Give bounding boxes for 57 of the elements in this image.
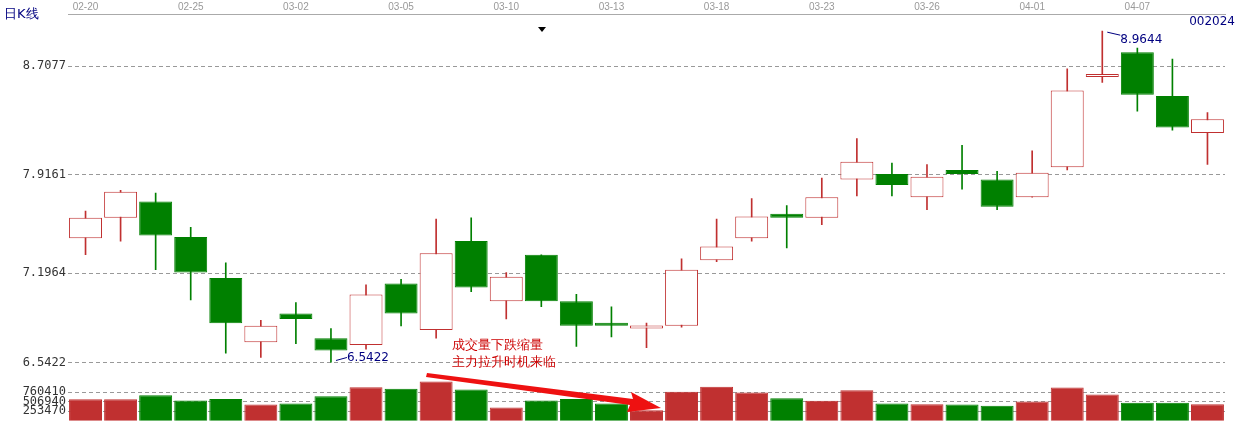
- bar: [489, 407, 523, 421]
- x-tick-label: 02-25: [177, 0, 204, 12]
- bar: [630, 410, 663, 421]
- candlestick: [770, 205, 804, 249]
- bar: [419, 381, 453, 421]
- chart-title: 日K线: [4, 5, 39, 21]
- y-tick-label: 6.5422: [22, 354, 66, 369]
- bar: [735, 392, 769, 421]
- bar: [1015, 401, 1049, 421]
- bar: [384, 388, 418, 421]
- bar: [349, 387, 383, 421]
- bar: [1190, 404, 1224, 421]
- bar: [1155, 402, 1189, 421]
- bar: [700, 386, 734, 421]
- chart-subtitle: 002024: [1189, 14, 1235, 29]
- bar: [69, 399, 103, 421]
- x-tick-label: 03-23: [809, 0, 836, 12]
- bar: [1120, 402, 1154, 421]
- annotation: 成交量下跌缩量: [452, 336, 543, 353]
- bar: [665, 391, 699, 421]
- x-tick-label: 03-26: [914, 0, 941, 12]
- x-tick-label: 03-10: [493, 0, 520, 12]
- bar: [454, 389, 488, 421]
- bar: [770, 398, 804, 421]
- x-tick-label: 03-18: [703, 0, 730, 12]
- bar: [209, 398, 243, 421]
- x-tick-label: 04-07: [1124, 0, 1151, 12]
- annotation: 主力拉升时机来临: [452, 353, 556, 370]
- bar: [174, 400, 208, 421]
- y-tick-label: 8.7077: [22, 58, 66, 73]
- bar: [244, 404, 278, 421]
- bar: [910, 404, 944, 421]
- annotation: 8.9644: [1120, 32, 1163, 47]
- x-tick-label: 03-02: [283, 0, 310, 12]
- x-tick-label: 02-20: [72, 0, 99, 12]
- bar: [980, 405, 1014, 421]
- bar: [945, 404, 979, 421]
- y-tick-label: 7.9161: [22, 166, 66, 181]
- bar: [559, 398, 593, 421]
- x-tick-label: 03-13: [598, 0, 625, 12]
- bar: [594, 403, 628, 421]
- bar: [524, 400, 558, 421]
- bar: [1050, 387, 1084, 421]
- bar: [805, 400, 839, 421]
- y-tick-label: 7.1964: [22, 265, 66, 280]
- bar: [1085, 394, 1119, 421]
- candlestick: [945, 144, 979, 190]
- bar: [104, 399, 138, 421]
- bar: [840, 390, 874, 421]
- bar: [279, 403, 313, 421]
- x-tick-label: 04-01: [1019, 0, 1046, 12]
- bar: [314, 396, 348, 421]
- candlestick: [1085, 30, 1119, 83]
- x-tick-label: 03-05: [388, 0, 415, 12]
- annotation: 6.5422: [346, 349, 389, 364]
- bar: [875, 403, 909, 421]
- bar: [139, 395, 173, 421]
